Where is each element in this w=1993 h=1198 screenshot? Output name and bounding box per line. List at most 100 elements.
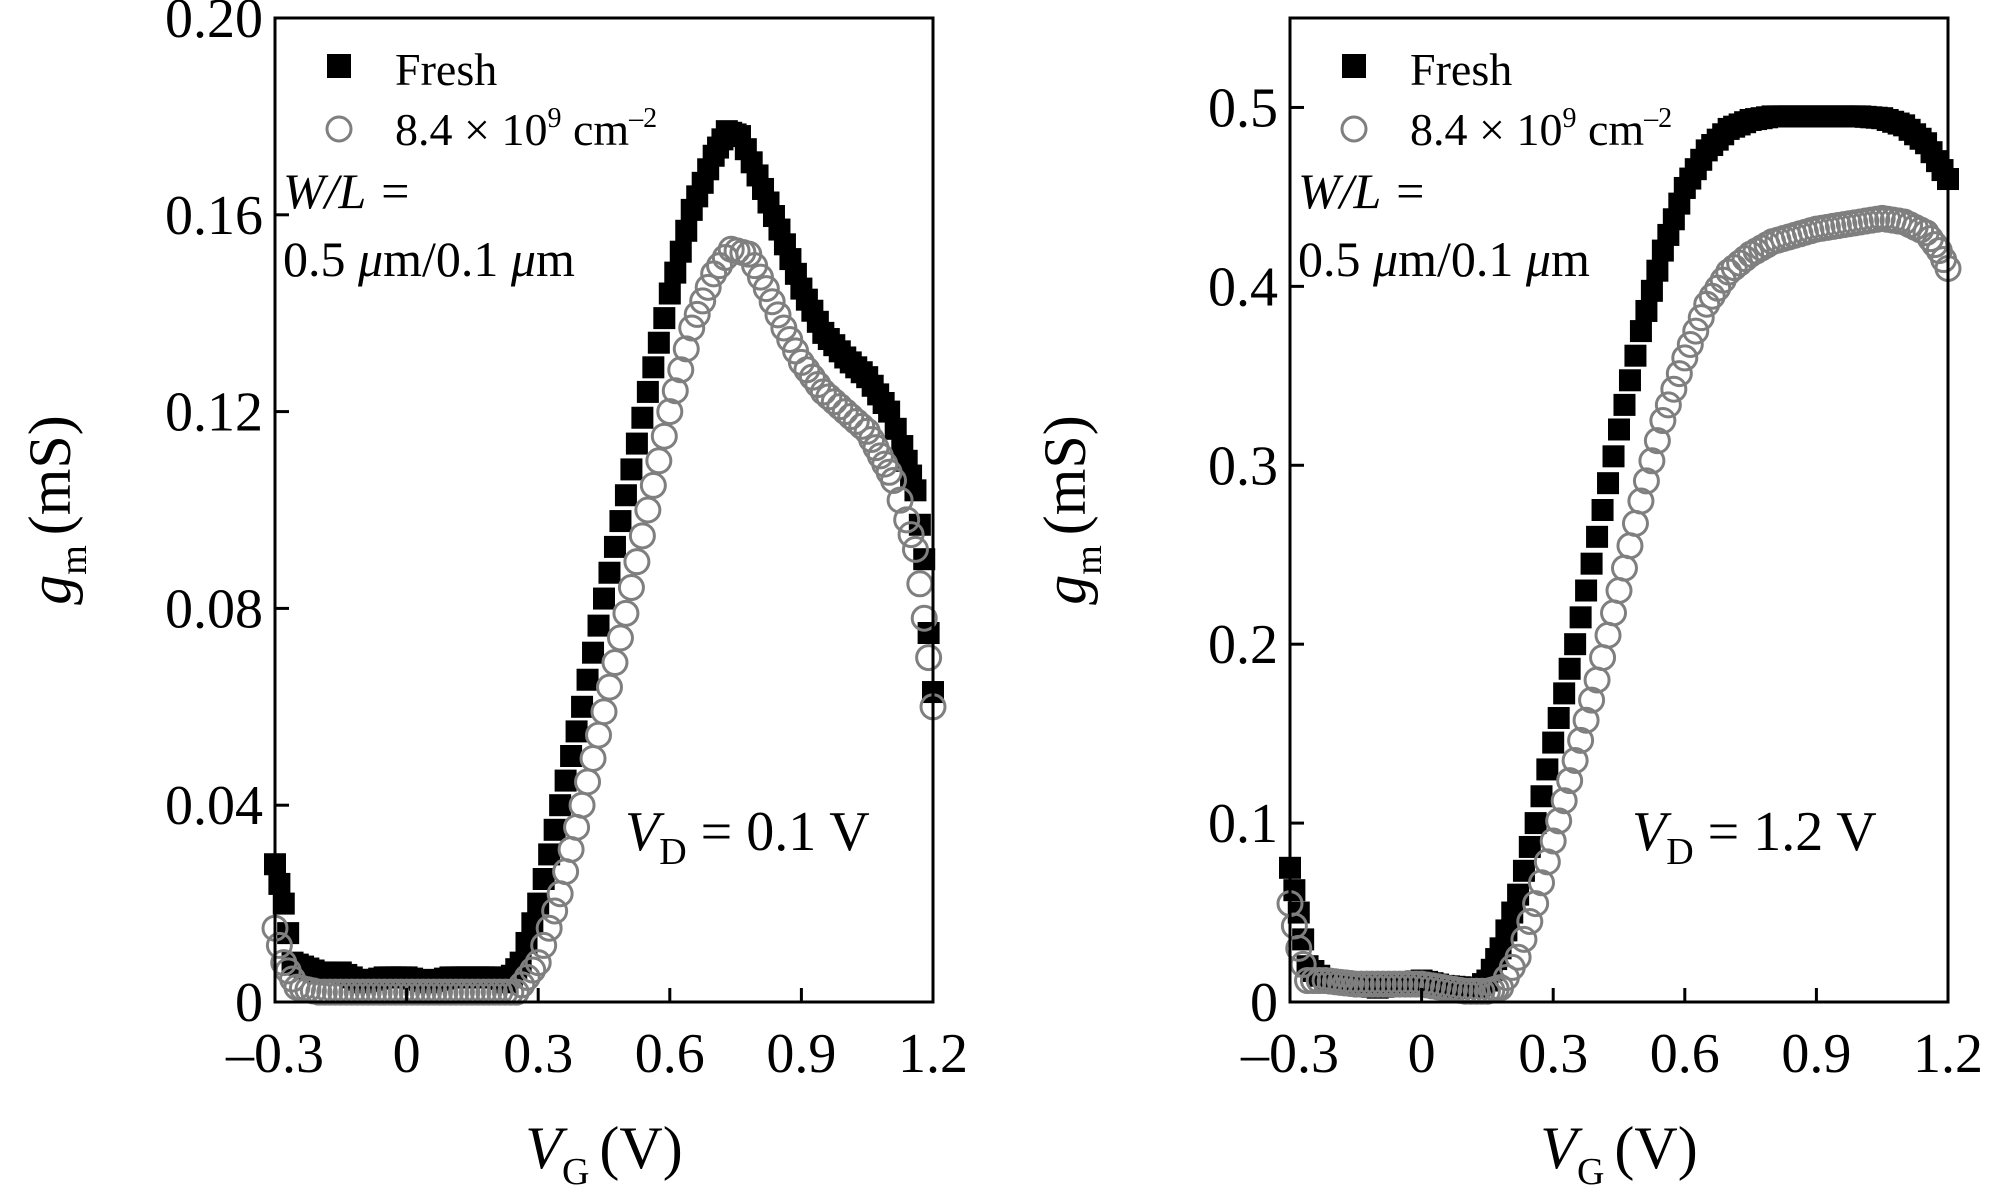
data-point: [560, 745, 583, 767]
data-point: [571, 695, 594, 718]
legend-label-fresh: Fresh: [395, 44, 497, 95]
y-tick-label: 0.12: [165, 382, 263, 444]
data-point: [552, 858, 580, 886]
data-point: [1539, 827, 1567, 855]
data-point: [593, 587, 615, 610]
data-point: [650, 422, 678, 450]
data-point: [606, 624, 634, 652]
data-point: [1627, 487, 1655, 515]
data-point: [521, 912, 544, 935]
data-point: [612, 599, 640, 627]
data-point: [1504, 943, 1532, 971]
y-axis-title: gm(mS): [17, 415, 95, 605]
data-point: [1536, 758, 1559, 781]
data-point: [549, 794, 572, 817]
data-point: [268, 872, 291, 895]
y-tick-label: 0.08: [165, 578, 263, 640]
data-point: [1285, 934, 1313, 962]
x-tick-label: 0: [1408, 1023, 1436, 1085]
data-point: [689, 287, 717, 315]
data-point: [554, 769, 577, 792]
data-point: [1635, 299, 1658, 322]
data-point: [1594, 621, 1622, 649]
y-tick-label: 0.1: [1208, 793, 1278, 855]
series-stressed: [261, 235, 947, 1006]
data-point: [752, 275, 780, 303]
x-tick-label: 0.6: [1650, 1023, 1720, 1085]
data-point: [636, 380, 659, 403]
x-tick-label: 0.9: [766, 1023, 836, 1085]
data-point: [524, 949, 552, 977]
data-point: [1682, 317, 1710, 345]
data-point: [639, 471, 667, 499]
data-point: [598, 561, 621, 584]
data-point: [1624, 344, 1647, 367]
data-point: [1654, 391, 1682, 419]
data-point: [1586, 525, 1609, 548]
y-tick-label: 0.04: [165, 775, 263, 837]
data-point: [694, 273, 722, 301]
data-point: [634, 496, 662, 524]
legend-marker-stressed: [1340, 115, 1368, 143]
data-point: [579, 744, 607, 772]
data-point: [585, 721, 613, 749]
data-point: [563, 813, 591, 841]
x-tick-label: 0.3: [1518, 1023, 1588, 1085]
data-point: [272, 892, 295, 915]
data-point: [265, 931, 293, 959]
data-point: [878, 400, 901, 423]
data-point: [1553, 682, 1576, 705]
data-point: [532, 868, 555, 890]
data-point: [886, 486, 914, 514]
data-point: [1550, 787, 1578, 815]
data-point: [1597, 472, 1620, 495]
data-point: [1613, 393, 1636, 416]
y-tick-label: 0.3: [1208, 435, 1278, 497]
legend-marker-stressed: [325, 115, 353, 143]
data-point: [1558, 657, 1581, 680]
data-point: [656, 398, 684, 426]
wl-annotation-line1: W/L =: [283, 163, 412, 219]
data-point: [1569, 606, 1592, 629]
wl-annotation-line1: W/L =: [1298, 163, 1427, 219]
data-point: [1616, 532, 1644, 560]
data-point: [1564, 633, 1587, 656]
data-point: [541, 897, 569, 925]
data-point: [1591, 499, 1614, 521]
data-point: [880, 466, 908, 494]
data-point: [897, 521, 925, 549]
data-point: [568, 791, 596, 819]
data-point: [915, 644, 943, 672]
x-tick-label: 0.9: [1781, 1023, 1851, 1085]
data-point: [758, 288, 786, 316]
vd-annotation: VD = 0.1 V: [625, 801, 870, 873]
data-point: [576, 668, 599, 691]
data-point: [603, 535, 626, 558]
data-point: [1660, 375, 1688, 403]
data-point: [1580, 552, 1603, 575]
data-point: [1589, 644, 1617, 672]
data-point: [1665, 360, 1693, 388]
data-point: [1518, 835, 1541, 858]
plot-frame: [273, 16, 935, 1004]
vd-annotation: VD = 1.2 V: [1632, 801, 1877, 873]
data-point: [582, 641, 605, 664]
data-point: [1292, 928, 1315, 951]
data-point: [1567, 726, 1595, 754]
legend-label-fresh: Fresh: [1410, 44, 1512, 95]
data-point: [574, 768, 602, 796]
data-point: [661, 377, 689, 405]
data-point: [683, 300, 711, 328]
data-point: [609, 510, 632, 533]
data-point: [543, 818, 566, 841]
legend-marker-fresh: [1342, 54, 1366, 78]
legend: Fresh 8.4 × 109 cm–2: [1340, 44, 1672, 155]
data-point: [1621, 509, 1649, 537]
data-point: [672, 335, 700, 363]
data-point: [901, 535, 929, 563]
data-point: [917, 622, 940, 644]
data-point: [1649, 407, 1677, 435]
y-tick-label: 0.2: [1208, 614, 1278, 676]
data-point: [910, 604, 938, 632]
